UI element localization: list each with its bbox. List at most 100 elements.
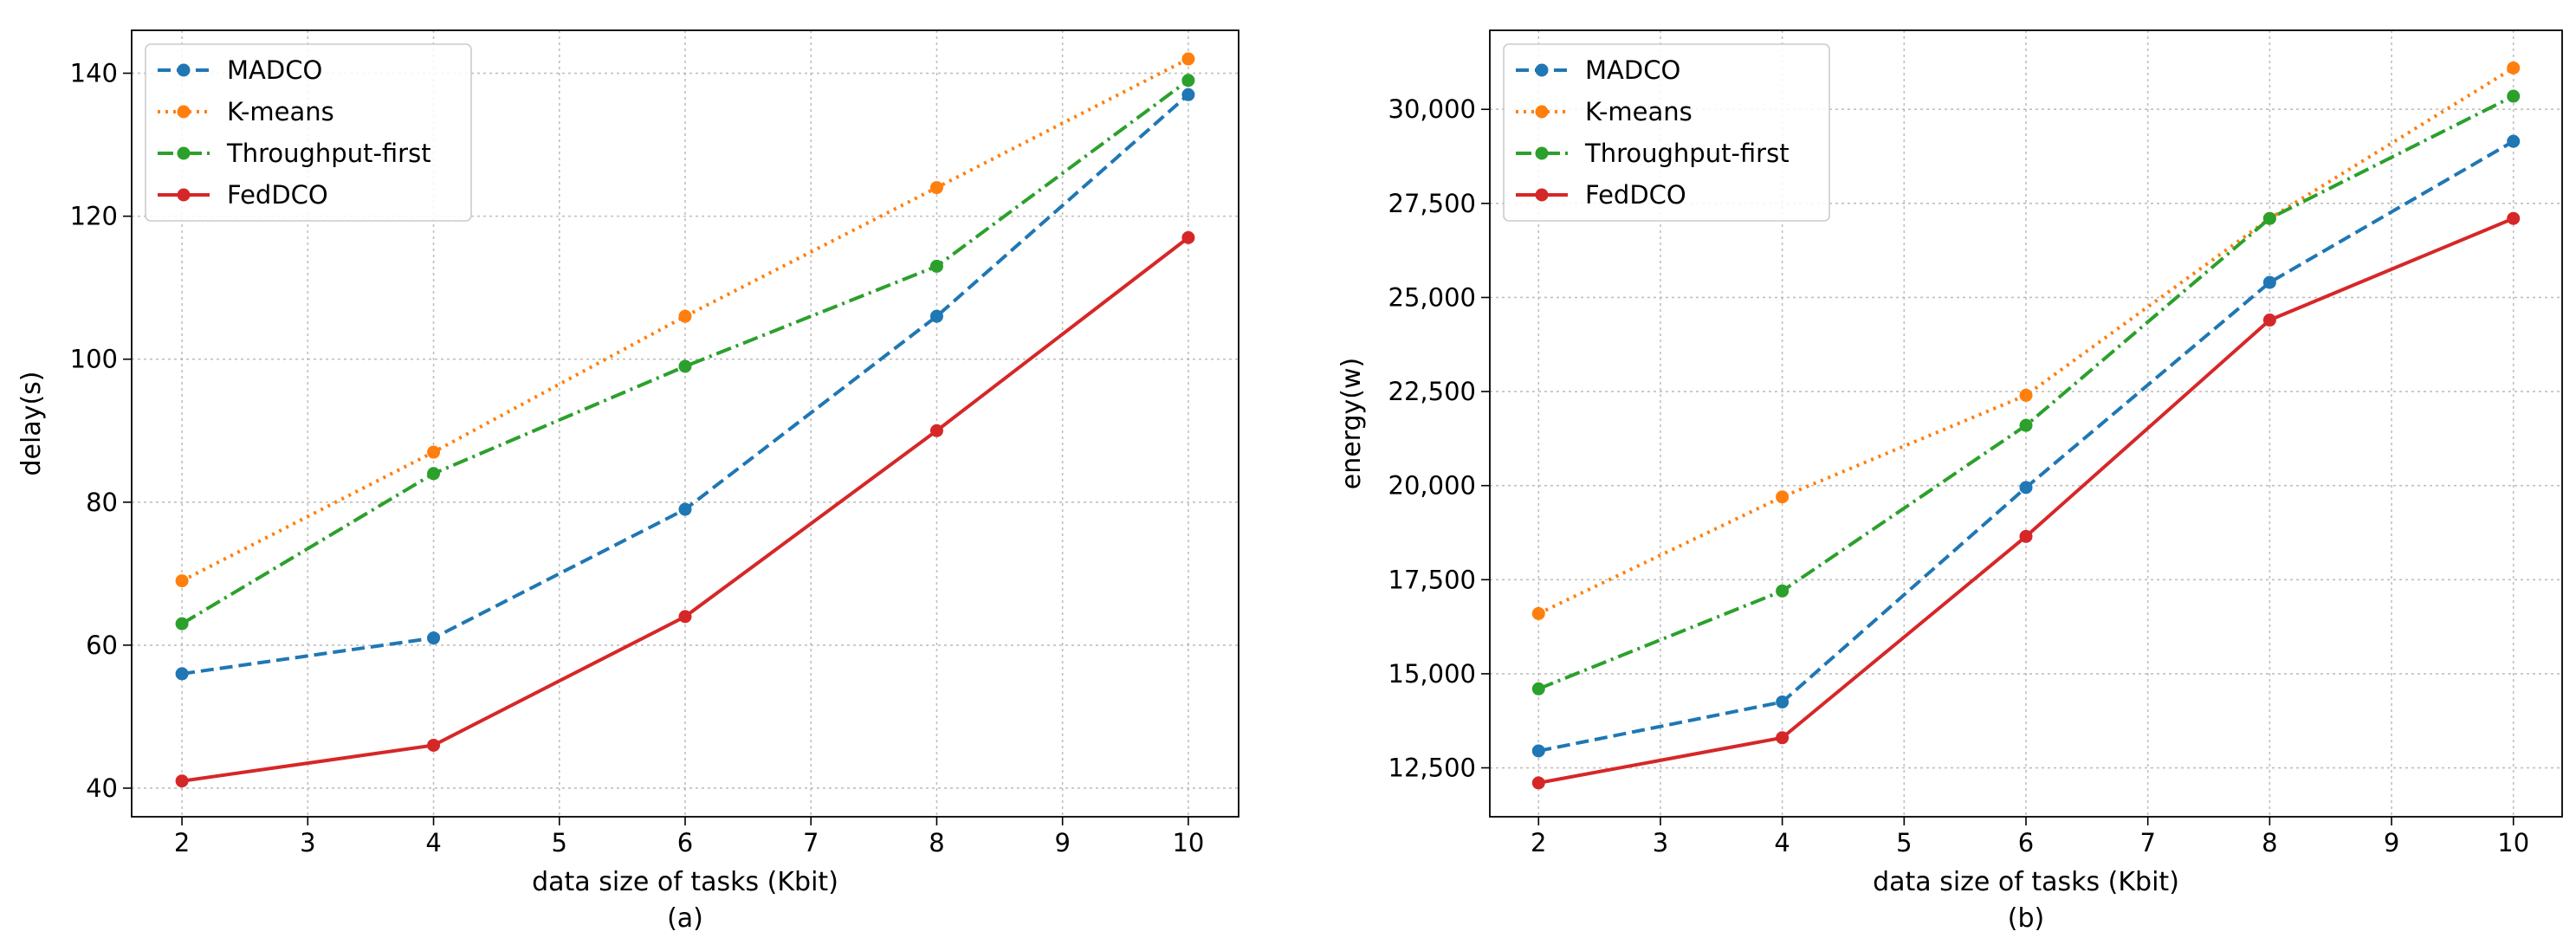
data-point-madco <box>678 502 692 516</box>
x-tick-label: 6 <box>2018 828 2034 857</box>
data-point-madco <box>175 667 189 681</box>
data-point-k-means <box>1181 52 1195 66</box>
data-point-throughput-first <box>678 359 692 373</box>
data-point-madco <box>2262 275 2276 289</box>
legend-marker-k-means <box>177 105 191 119</box>
x-tick-label: 4 <box>1774 828 1790 857</box>
y-tick-label: 120 <box>70 202 118 231</box>
data-point-throughput-first <box>2507 89 2521 103</box>
data-point-madco <box>2019 481 2033 495</box>
panel-caption: (a) <box>667 903 703 934</box>
legend-label: MADCO <box>1585 55 1680 85</box>
data-point-feddco <box>175 774 189 788</box>
data-point-throughput-first <box>175 617 189 631</box>
legend-marker-throughput-first <box>177 146 191 160</box>
data-point-feddco <box>427 738 441 752</box>
series-line-k-means <box>181 57 1189 583</box>
legend-label: Throughput-first <box>1584 139 1790 168</box>
data-point-feddco <box>1181 230 1195 244</box>
y-tick-label: 40 <box>86 773 118 803</box>
chart-panel-a: 2 3 4 5 6 7 8 9 10 40 60 80 100 120 140 data size of ta… <box>16 29 1239 934</box>
data-point-throughput-first <box>929 259 943 273</box>
y-axis-label: delay(s) <box>16 371 47 476</box>
x-tick-label: 5 <box>1896 828 1912 857</box>
legend-marker-madco <box>1535 63 1549 77</box>
legend-marker-madco <box>177 63 191 77</box>
data-point-throughput-first <box>2019 418 2033 432</box>
data-point-throughput-first <box>1776 584 1790 598</box>
data-point-feddco <box>1776 731 1790 745</box>
y-tick-label: 15,000 <box>1388 659 1476 689</box>
data-point-throughput-first <box>427 467 441 481</box>
x-tick-label: 9 <box>1054 828 1070 857</box>
data-point-madco <box>1776 695 1790 708</box>
legend-label: FedDCO <box>1585 180 1686 210</box>
legend-label: Throughput-first <box>226 139 431 168</box>
data-point-feddco <box>678 610 692 624</box>
y-tick-label: 27,500 <box>1388 189 1476 218</box>
data-point-k-means <box>427 445 441 459</box>
legend-marker-feddco <box>1535 188 1549 202</box>
x-tick-label: 10 <box>2497 828 2529 857</box>
data-point-madco <box>1531 744 1545 758</box>
x-tick-label: 7 <box>803 828 819 857</box>
y-tick-label: 30,000 <box>1388 94 1476 124</box>
legend-box <box>145 43 472 222</box>
y-tick-label: 100 <box>70 345 118 374</box>
data-point-feddco <box>2262 314 2276 327</box>
data-point-throughput-first <box>1181 74 1195 87</box>
data-point-k-means <box>1531 606 1545 620</box>
data-point-feddco <box>1531 776 1545 790</box>
x-tick-label: 8 <box>929 828 944 857</box>
series-line-k-means <box>1537 66 2515 616</box>
x-axis-label: data size of tasks (Kbit) <box>532 867 838 897</box>
x-tick-label: 5 <box>552 828 567 857</box>
y-tick-label: 22,500 <box>1388 377 1476 406</box>
x-tick-label: 6 <box>677 828 693 857</box>
y-axis-label: energy(w) <box>1337 358 1367 489</box>
legend-label: MADCO <box>227 55 322 85</box>
x-tick-label: 3 <box>1653 828 1668 857</box>
x-tick-label: 10 <box>1172 828 1204 857</box>
legend: MADCO K-means Throughput-first FedDCO <box>1503 43 1830 222</box>
legend-label: FedDCO <box>227 180 328 210</box>
data-point-k-means <box>2507 61 2521 74</box>
x-tick-label: 9 <box>2384 828 2399 857</box>
y-tick-label: 12,500 <box>1388 754 1476 783</box>
y-tick-label: 80 <box>86 488 118 517</box>
data-point-k-means <box>678 309 692 323</box>
x-tick-label: 3 <box>300 828 315 857</box>
data-point-k-means <box>929 181 943 195</box>
x-tick-label: 8 <box>2262 828 2277 857</box>
x-tick-label: 7 <box>2139 828 2155 857</box>
data-point-madco <box>929 309 943 323</box>
x-axis-label: data size of tasks (Kbit) <box>1873 867 2179 897</box>
data-point-throughput-first <box>1531 682 1545 695</box>
legend-marker-k-means <box>1535 105 1549 119</box>
plot-frame <box>1489 29 2563 818</box>
data-point-k-means <box>1776 490 1790 504</box>
panel-caption: (b) <box>2008 903 2044 934</box>
data-point-k-means <box>2019 388 2033 402</box>
data-point-madco <box>2507 134 2521 148</box>
y-tick-label: 25,000 <box>1388 282 1476 312</box>
legend-box <box>1503 43 1830 222</box>
y-tick-label: 60 <box>86 631 118 660</box>
x-tick-label: 2 <box>174 828 190 857</box>
y-tick-label: 140 <box>70 59 118 88</box>
data-point-k-means <box>175 574 189 588</box>
legend: MADCO K-means Throughput-first FedDCO <box>145 43 472 222</box>
x-tick-label: 2 <box>1531 828 1546 857</box>
chart-panel-b: 2 3 4 5 6 7 8 9 10 12,500 15,000 17,500 20,000 22,500… <box>1337 29 2563 934</box>
data-point-throughput-first <box>2262 211 2276 225</box>
data-point-madco <box>427 631 441 645</box>
y-tick-label: 17,500 <box>1388 565 1476 594</box>
data-point-feddco <box>929 424 943 437</box>
legend-marker-throughput-first <box>1535 146 1549 160</box>
data-point-feddco <box>2019 529 2033 543</box>
plot-frame <box>131 29 1239 818</box>
legend-label: K-means <box>227 97 334 126</box>
legend-marker-feddco <box>177 188 191 202</box>
data-point-madco <box>1181 87 1195 101</box>
